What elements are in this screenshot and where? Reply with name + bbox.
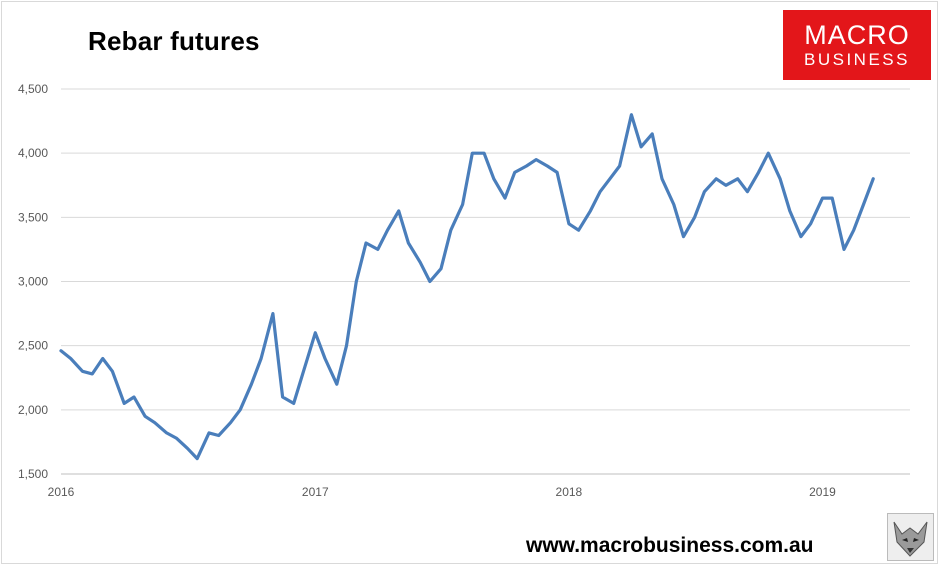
y-tick-label: 2,000 bbox=[18, 403, 48, 417]
y-tick-label: 4,500 bbox=[18, 82, 48, 96]
logo-line-2: BUSINESS bbox=[804, 50, 910, 69]
fox-logo-icon bbox=[887, 513, 934, 561]
y-tick-label: 4,000 bbox=[18, 146, 48, 160]
y-tick-label: 1,500 bbox=[18, 467, 48, 481]
series-group bbox=[59, 113, 875, 461]
x-axis-tick-labels: 2016 2017 2018 2019 bbox=[48, 485, 836, 499]
gridlines bbox=[61, 88, 910, 411]
chart-title: Rebar futures bbox=[88, 26, 260, 56]
x-tick-label: 2018 bbox=[556, 485, 583, 499]
series-line-0 bbox=[59, 113, 875, 461]
x-tick-label: 2016 bbox=[48, 485, 75, 499]
y-tick-label: 2,500 bbox=[18, 339, 48, 353]
macrobusiness-logo: MACRO BUSINESS bbox=[783, 10, 931, 80]
x-tick-label: 2017 bbox=[302, 485, 329, 499]
logo-line-1: MACRO bbox=[804, 20, 910, 50]
y-tick-label: 3,500 bbox=[18, 210, 48, 224]
x-tick-label: 2019 bbox=[809, 485, 836, 499]
website-url[interactable]: www.macrobusiness.com.au bbox=[526, 534, 814, 557]
y-tick-label: 3,000 bbox=[18, 275, 48, 289]
y-axis-tick-labels: 1,500 2,000 2,500 3,000 3,500 4,000 4,500 bbox=[18, 82, 48, 481]
